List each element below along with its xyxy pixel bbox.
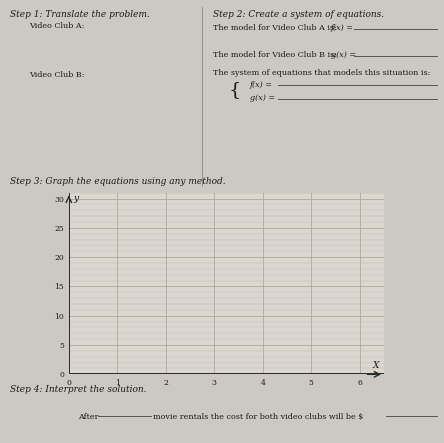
Text: The system of equations that models this situation is:: The system of equations that models this… (213, 69, 431, 77)
Text: Step 4: Interpret the solution.: Step 4: Interpret the solution. (10, 385, 146, 393)
Text: Video Club B:: Video Club B: (29, 71, 84, 79)
Text: X: X (373, 361, 379, 370)
Text: f(x) =: f(x) = (250, 81, 273, 89)
Text: Step 2: Create a system of equations.: Step 2: Create a system of equations. (213, 10, 384, 19)
Text: The model for Video Club A is:: The model for Video Club A is: (213, 24, 337, 32)
Text: movie rentals the cost for both video clubs will be $: movie rentals the cost for both video cl… (153, 413, 364, 421)
Text: {: { (229, 81, 241, 99)
Text: y: y (74, 194, 79, 203)
Text: After: After (78, 413, 98, 421)
Text: Step 3: Graph the equations using any method.: Step 3: Graph the equations using any me… (10, 177, 226, 186)
Text: Video Club A:: Video Club A: (29, 22, 84, 30)
Text: g(x) =: g(x) = (331, 51, 356, 59)
Text: The model for Video Club B is:: The model for Video Club B is: (213, 51, 337, 59)
Text: Step 1: Translate the problem.: Step 1: Translate the problem. (10, 10, 150, 19)
Text: f(x) =: f(x) = (331, 24, 354, 32)
Text: g(x) =: g(x) = (250, 94, 275, 102)
